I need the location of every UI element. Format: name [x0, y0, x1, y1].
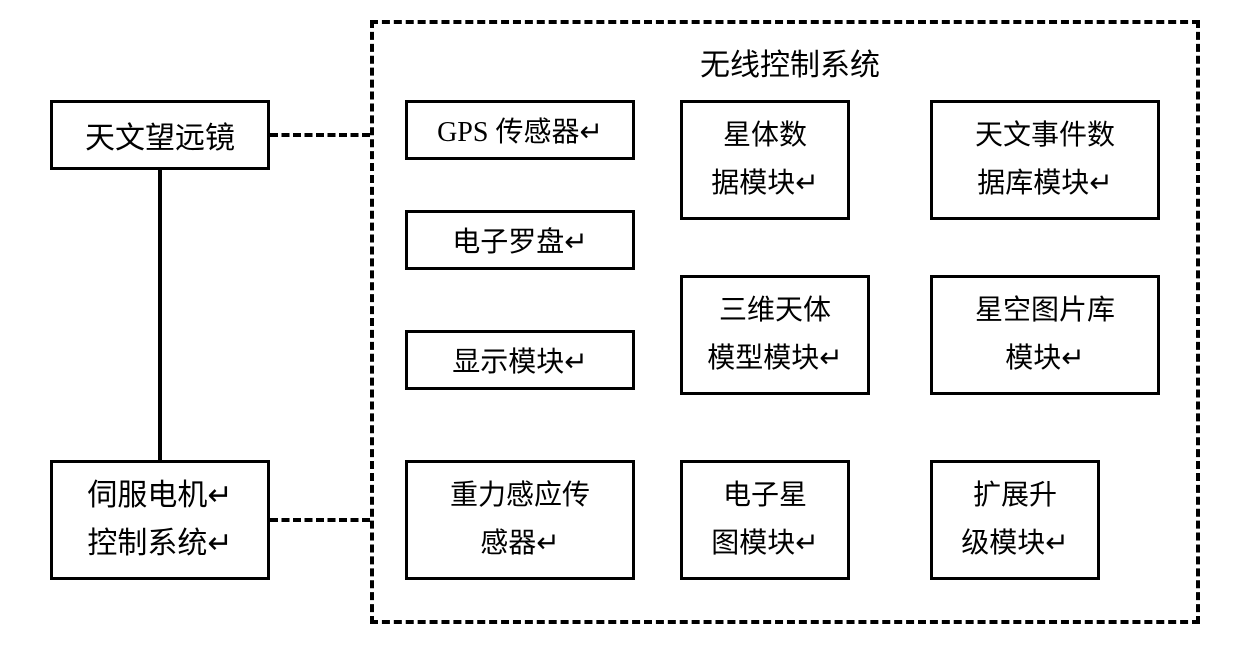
star-data-label: 星体数 据模块↵	[711, 112, 818, 207]
astro-event-box: 天文事件数 据库模块↵	[930, 100, 1160, 220]
servo-label: 伺服电机↵ 控制系统↵	[87, 472, 232, 568]
star-map-box: 电子星 图模块↵	[680, 460, 850, 580]
telescope-label: 天文望远镜	[85, 113, 235, 157]
gravity-sensor-box: 重力感应传 感器↵	[405, 460, 635, 580]
wireless-system-title: 无线控制系统	[640, 40, 940, 84]
astro-event-label: 天文事件数 据库模块↵	[975, 112, 1115, 207]
telescope-box: 天文望远镜	[50, 100, 270, 170]
sky-images-box: 星空图片库 模块↵	[930, 275, 1160, 395]
telescope-wireless-connector	[270, 133, 370, 137]
star-map-label: 电子星 图模块↵	[711, 472, 818, 567]
servo-box: 伺服电机↵ 控制系统↵	[50, 460, 270, 580]
celestial-model-box: 三维天体 模型模块↵	[680, 275, 870, 395]
telescope-servo-connector	[158, 170, 162, 460]
gps-sensor-box: GPS 传感器↵	[405, 100, 635, 160]
celestial-model-label: 三维天体 模型模块↵	[707, 287, 842, 382]
diagram-canvas: 无线控制系统 天文望远镜 伺服电机↵ 控制系统↵ GPS 传感器↵ 电子罗盘↵ …	[0, 0, 1240, 646]
sky-images-label: 星空图片库 模块↵	[975, 287, 1115, 382]
gravity-sensor-label: 重力感应传 感器↵	[450, 472, 590, 567]
display-module-box: 显示模块↵	[405, 330, 635, 390]
compass-label: 电子罗盘↵	[452, 220, 587, 260]
display-module-label: 显示模块↵	[452, 340, 587, 380]
extension-box: 扩展升 级模块↵	[930, 460, 1100, 580]
extension-label: 扩展升 级模块↵	[961, 472, 1068, 567]
star-data-box: 星体数 据模块↵	[680, 100, 850, 220]
compass-box: 电子罗盘↵	[405, 210, 635, 270]
servo-wireless-connector	[270, 518, 370, 522]
gps-sensor-label: GPS 传感器↵	[437, 110, 603, 150]
